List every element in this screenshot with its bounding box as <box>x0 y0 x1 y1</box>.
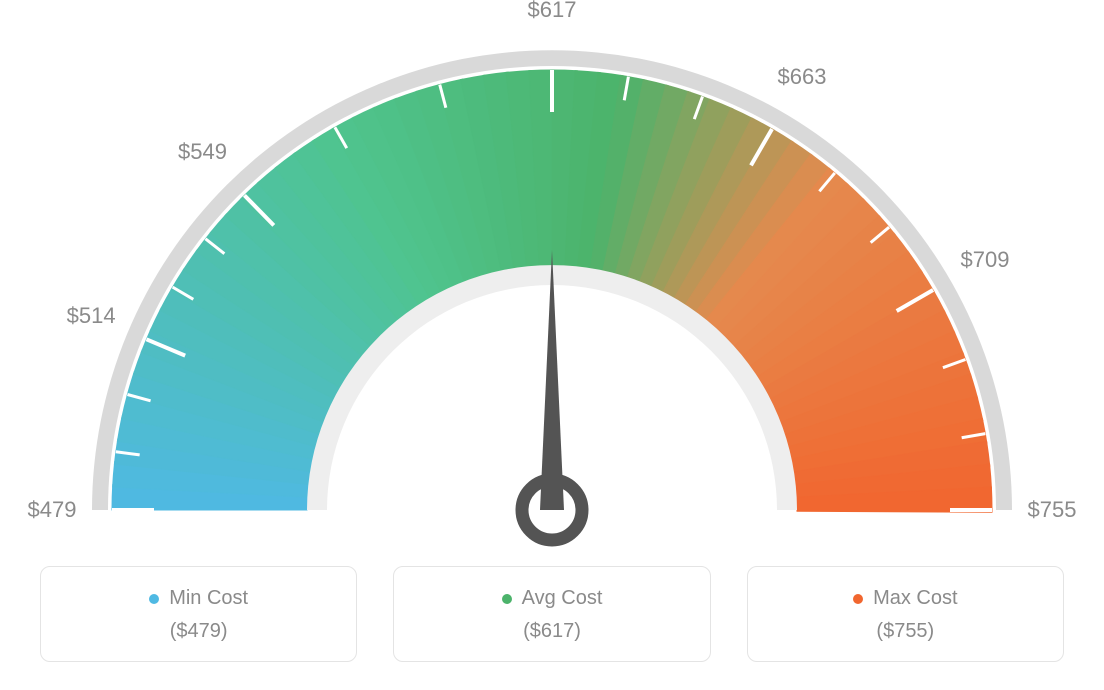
legend-label: Min Cost <box>169 587 248 610</box>
legend-value-avg: ($617) <box>404 620 699 643</box>
gauge-tick-label: $617 <box>528 0 577 23</box>
gauge-tick-label: $755 <box>1028 497 1077 523</box>
gauge-tick-label: $479 <box>28 497 77 523</box>
legend-card-avg: Avg Cost ($617) <box>393 566 710 662</box>
legend-title-max: Max Cost <box>853 587 957 610</box>
legend-value-max: ($755) <box>758 620 1053 643</box>
gauge-tick-label: $709 <box>961 247 1010 273</box>
legend-card-min: Min Cost ($479) <box>40 566 357 662</box>
legend-label: Avg Cost <box>522 587 603 610</box>
legend-title-min: Min Cost <box>149 587 248 610</box>
gauge-svg <box>0 0 1104 560</box>
dot-icon <box>853 594 863 604</box>
cost-gauge-chart: $479 $514 $549 $617 $663 $709 $755 <box>0 0 1104 540</box>
legend-card-max: Max Cost ($755) <box>747 566 1064 662</box>
legend-label: Max Cost <box>873 587 957 610</box>
legend-title-avg: Avg Cost <box>502 587 603 610</box>
gauge-tick-label: $514 <box>67 303 116 329</box>
dot-icon <box>502 594 512 604</box>
dot-icon <box>149 594 159 604</box>
gauge-tick-label: $663 <box>778 64 827 90</box>
legend-row: Min Cost ($479) Avg Cost ($617) Max Cost… <box>0 566 1104 662</box>
gauge-tick-label: $549 <box>178 139 227 165</box>
legend-value-min: ($479) <box>51 620 346 643</box>
